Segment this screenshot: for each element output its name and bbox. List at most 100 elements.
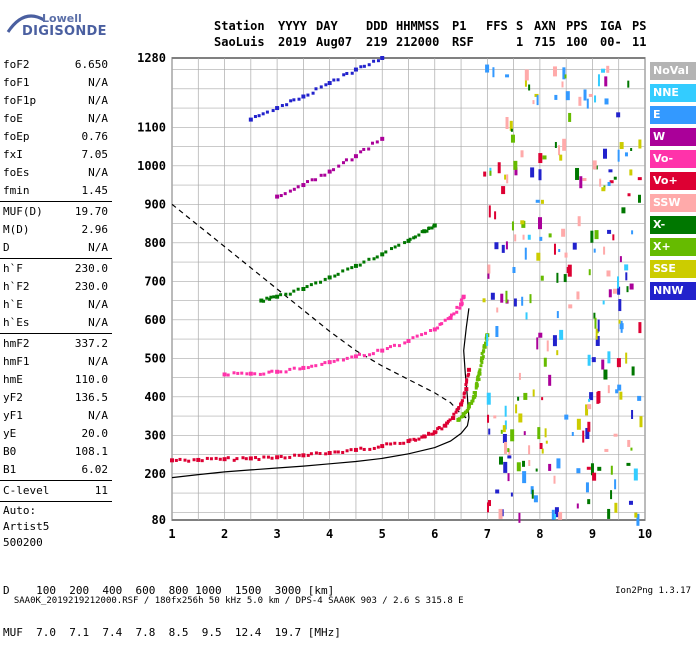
echo-trace-dot — [473, 390, 477, 394]
noise-echo — [552, 335, 557, 347]
noise-echo — [568, 304, 573, 309]
echo-point-x — [275, 294, 280, 299]
echo-point-vo — [275, 369, 280, 374]
echo-trace-dot — [436, 326, 440, 330]
param-value: N/A — [88, 316, 108, 329]
echo-trace-dot — [253, 372, 257, 376]
x-tick-label: 5 — [379, 527, 386, 541]
noise-echo — [603, 148, 608, 159]
echo-trace-dot — [310, 178, 314, 182]
noise-echo — [504, 405, 507, 417]
noise-echo — [523, 431, 526, 436]
profile-curve-solid — [463, 308, 470, 419]
noise-echo — [536, 252, 541, 261]
param-row-hmE: hmE 110.0 — [0, 371, 112, 389]
noise-echo — [624, 152, 628, 157]
muf-value: 9.5 — [195, 626, 229, 639]
noise-echo — [626, 286, 629, 293]
noise-echo — [535, 468, 538, 472]
noise-echo — [540, 275, 544, 281]
noise-echo — [552, 66, 557, 77]
echo-trace-dot — [319, 85, 323, 89]
param-row-Clevel: C-level 11 — [0, 482, 112, 500]
echo-point-x — [461, 412, 466, 417]
echo-trace-dot — [262, 455, 266, 459]
echo-trace-dot — [357, 352, 361, 356]
noise-echo — [505, 74, 510, 78]
echo-point-x — [353, 263, 358, 268]
echo-trace-dot — [370, 141, 374, 145]
noise-echo — [529, 294, 532, 304]
echo-point-vo — [406, 338, 411, 343]
echo-trace-dot — [209, 457, 213, 461]
echo-trace-dot — [257, 114, 261, 118]
echo-point-w — [380, 136, 385, 141]
echo-trace-dot — [269, 295, 273, 299]
param-row-hmF1: hmF1 N/A — [0, 353, 112, 371]
muf-row: MUF 7.0 7.1 7.4 7.8 8.5 9.5 12.4 19.7 [M… — [3, 626, 341, 640]
noise-echo — [483, 171, 487, 177]
x-tick-label: 2 — [221, 527, 228, 541]
echo-trace-dot — [471, 399, 475, 403]
legend-item-x: X+ — [650, 238, 696, 256]
noise-echo — [495, 489, 500, 494]
param-value: 136.5 — [74, 391, 108, 404]
noise-echo — [637, 395, 642, 401]
legend-item-nnw: NNW — [650, 282, 696, 300]
param-label: foF1p — [3, 94, 37, 107]
noise-echo — [578, 96, 582, 106]
y-tick-label: 80 — [152, 513, 166, 527]
param-value: 11 — [94, 484, 108, 497]
noise-echo — [586, 466, 591, 470]
noise-echo — [518, 512, 521, 523]
muf-value: 12.4 — [228, 626, 268, 639]
header-row1-2: DAY — [316, 19, 338, 33]
param-value: 0.76 — [81, 130, 109, 143]
noise-echo — [509, 120, 513, 131]
noise-echo — [579, 176, 583, 189]
noise-echo — [627, 193, 631, 197]
noise-echo — [606, 65, 610, 73]
y-tick-label: 500 — [144, 351, 166, 365]
noise-echo — [576, 468, 581, 474]
noise-echo — [524, 69, 529, 81]
noise-echo — [585, 482, 589, 493]
noise-echo — [551, 509, 555, 520]
noise-echo — [558, 249, 561, 253]
echo-trace-dot — [443, 318, 447, 322]
echo-point-x — [422, 229, 427, 234]
noise-echo — [532, 100, 535, 105]
header-row1-11: PS — [632, 19, 647, 33]
echo-trace-dot — [314, 364, 318, 368]
y-tick-label: 1100 — [137, 120, 166, 134]
echo-trace-dot — [393, 441, 397, 445]
noise-echo — [610, 465, 613, 475]
echo-point-x — [301, 287, 306, 291]
param-row-foEp: foEp 0.76 — [0, 128, 112, 146]
noise-echo — [486, 333, 489, 346]
noise-echo — [564, 252, 568, 258]
noise-echo — [604, 448, 609, 452]
noise-echo — [528, 84, 531, 91]
echo-trace-dot — [292, 98, 296, 102]
param-label: foF2 — [3, 58, 30, 71]
echo-trace-dot — [292, 366, 296, 370]
noise-echo — [504, 174, 507, 180]
echo-trace-dot — [309, 452, 313, 456]
echo-trace-dot — [376, 445, 380, 449]
noise-echo — [616, 112, 621, 118]
echo-trace-dot — [298, 367, 302, 371]
echo-trace-dot — [479, 364, 483, 368]
noise-echo — [576, 418, 581, 430]
echo-trace-dot — [268, 297, 272, 301]
y-tick-label: 1000 — [137, 159, 166, 173]
logo-text-digisonde: DIGISONDE — [22, 24, 107, 39]
noise-echo — [539, 442, 543, 449]
echo-trace-dot — [350, 355, 354, 359]
param-value: N/A — [88, 409, 108, 422]
noise-echo — [490, 292, 495, 300]
noise-echo — [564, 74, 567, 79]
echo-point-nnw — [353, 67, 358, 72]
noise-echo — [639, 416, 643, 428]
echo-trace-dot — [332, 359, 336, 363]
